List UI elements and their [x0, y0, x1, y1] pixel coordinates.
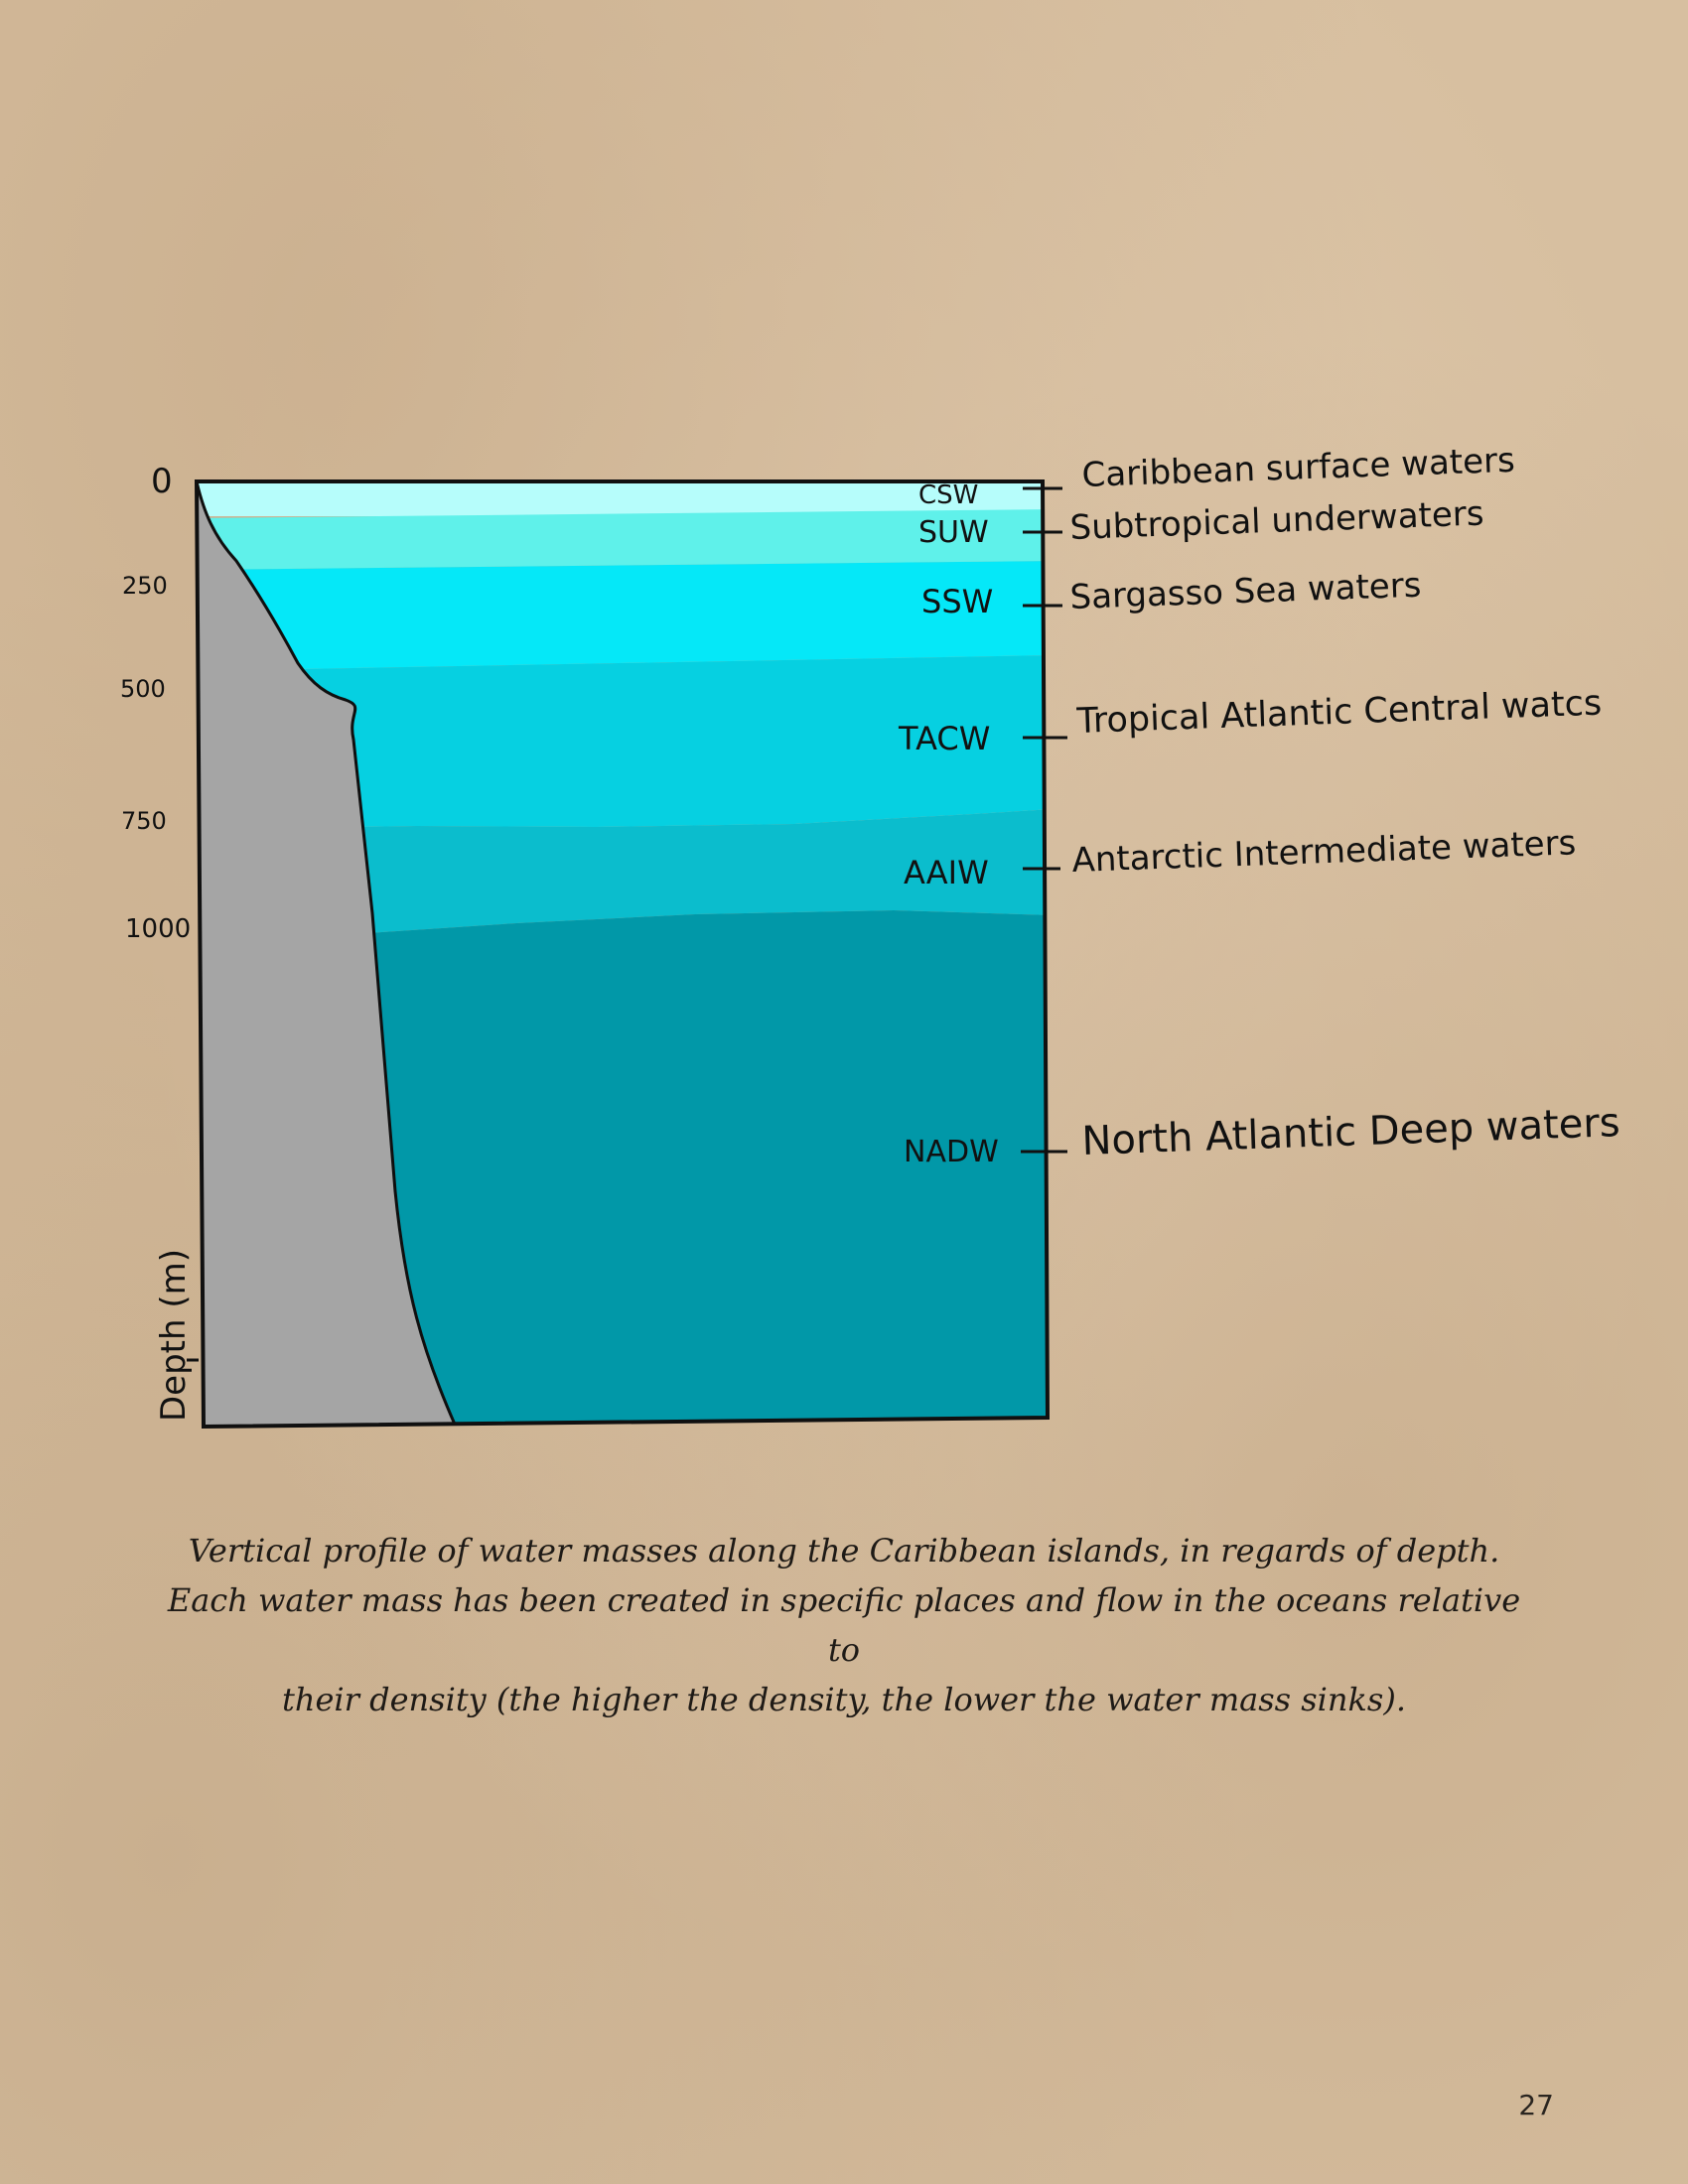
page-number: 27: [1518, 2089, 1554, 2121]
abbr-suw: SUW: [918, 515, 989, 550]
abbr-csw: CSW: [918, 480, 978, 510]
caption-line-2: Each water mass has been created in spec…: [167, 1581, 1521, 1669]
abbr-aaiw: AAIW: [904, 854, 989, 891]
figure-caption: Vertical profile of water masses along t…: [149, 1526, 1539, 1724]
depth-tick-500: 500: [120, 675, 166, 703]
layer-csw: [197, 481, 1048, 516]
caption-line-1: Vertical profile of water masses along t…: [188, 1532, 1500, 1570]
diagram-frame: [194, 479, 1051, 1430]
layer-aaiw: [197, 809, 1048, 938]
name-nadw: North Atlantic Deep waters: [1081, 1100, 1621, 1164]
water-layers: [197, 481, 1048, 1427]
seafloor-slope: [197, 481, 459, 1427]
layer-ssw: [197, 561, 1048, 671]
abbr-nadw: NADW: [904, 1135, 999, 1169]
depth-tick-750: 750: [121, 807, 167, 835]
layer-suw: [197, 509, 1048, 570]
abbr-tacw: TACW: [898, 720, 990, 757]
name-tacw: Tropical Atlantic Central watcs: [1075, 684, 1603, 742]
layer-tacw: [197, 655, 1048, 830]
depth-tick-250: 250: [122, 572, 168, 600]
depth-axis-label: Depth (m): [154, 1249, 194, 1422]
caption-line-3: their density (the higher the density, t…: [282, 1681, 1406, 1718]
depth-tick-0: 0: [151, 462, 173, 501]
depth-axis: 0 250 500 750 1000 Depth (m): [120, 462, 199, 1422]
name-ssw: Sargasso Sea waters: [1069, 566, 1422, 617]
name-csw: Caribbean surface waters: [1081, 441, 1515, 495]
name-suw: Subtropical underwaters: [1069, 493, 1484, 548]
depth-tick-1000: 1000: [125, 914, 191, 944]
abbr-ssw: SSW: [921, 583, 993, 620]
name-aaiw: Antarctic Intermediate waters: [1071, 823, 1577, 881]
